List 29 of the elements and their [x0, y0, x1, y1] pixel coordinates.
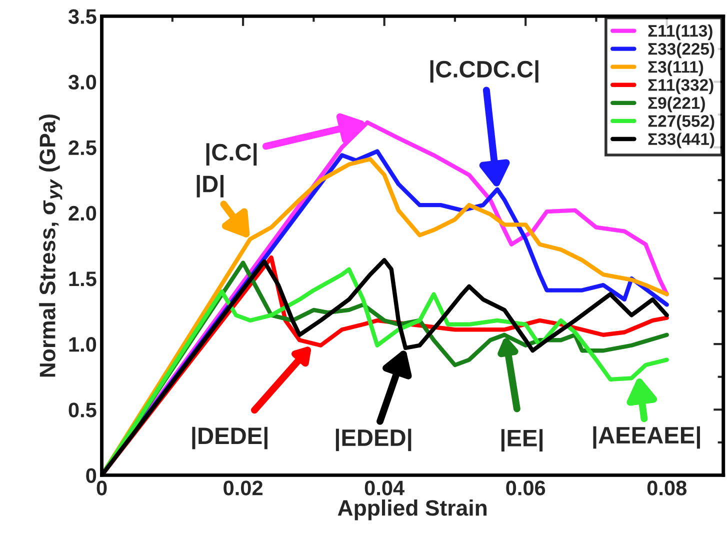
annotation: |C.C|	[206, 143, 257, 166]
y-tick-label: 3.5	[68, 9, 96, 24]
legend-label: Σ3(111)	[648, 60, 704, 76]
y-tick-label: 0.5	[68, 402, 96, 418]
x-tick-label: 0	[96, 480, 107, 496]
legend-label: Σ9(221)	[648, 96, 705, 112]
y-tick-label: 0	[86, 468, 96, 483]
legend-label: Σ11(113)	[648, 24, 712, 40]
x-axis-title: Applied Strain	[338, 499, 487, 520]
y-tick-label: 1.5	[69, 272, 96, 286]
legend-label: Σ33(225)	[648, 42, 714, 58]
x-tick-label: 0.08	[647, 480, 686, 496]
legend-label: Σ33(441)	[648, 132, 714, 148]
y-tick-label: 1.0	[69, 337, 96, 352]
x-tick-label: 0.04	[364, 480, 404, 496]
legend-label: Σ27(552)	[648, 114, 714, 130]
legend-label: Σ11(332)	[648, 78, 714, 94]
annotation: |D|	[196, 175, 224, 198]
annotation: |AEEAEE|	[593, 426, 700, 449]
y-tick-label: 3.0	[68, 74, 96, 90]
annotation: |EE|	[501, 429, 543, 452]
y-tick-label: 2.5	[68, 140, 96, 156]
annotation: |DEDE|	[192, 426, 268, 450]
y-axis-title: Normal Stress, σ$_{yy}$ (GPa)	[39, 114, 62, 377]
y-tick-label: 2.0	[68, 206, 96, 221]
annotation: |EDED|	[336, 428, 412, 452]
annotation: |C.CDC.C|	[430, 60, 538, 83]
x-tick-label: 0.02	[224, 480, 262, 496]
x-tick-label: 0.06	[506, 480, 546, 496]
